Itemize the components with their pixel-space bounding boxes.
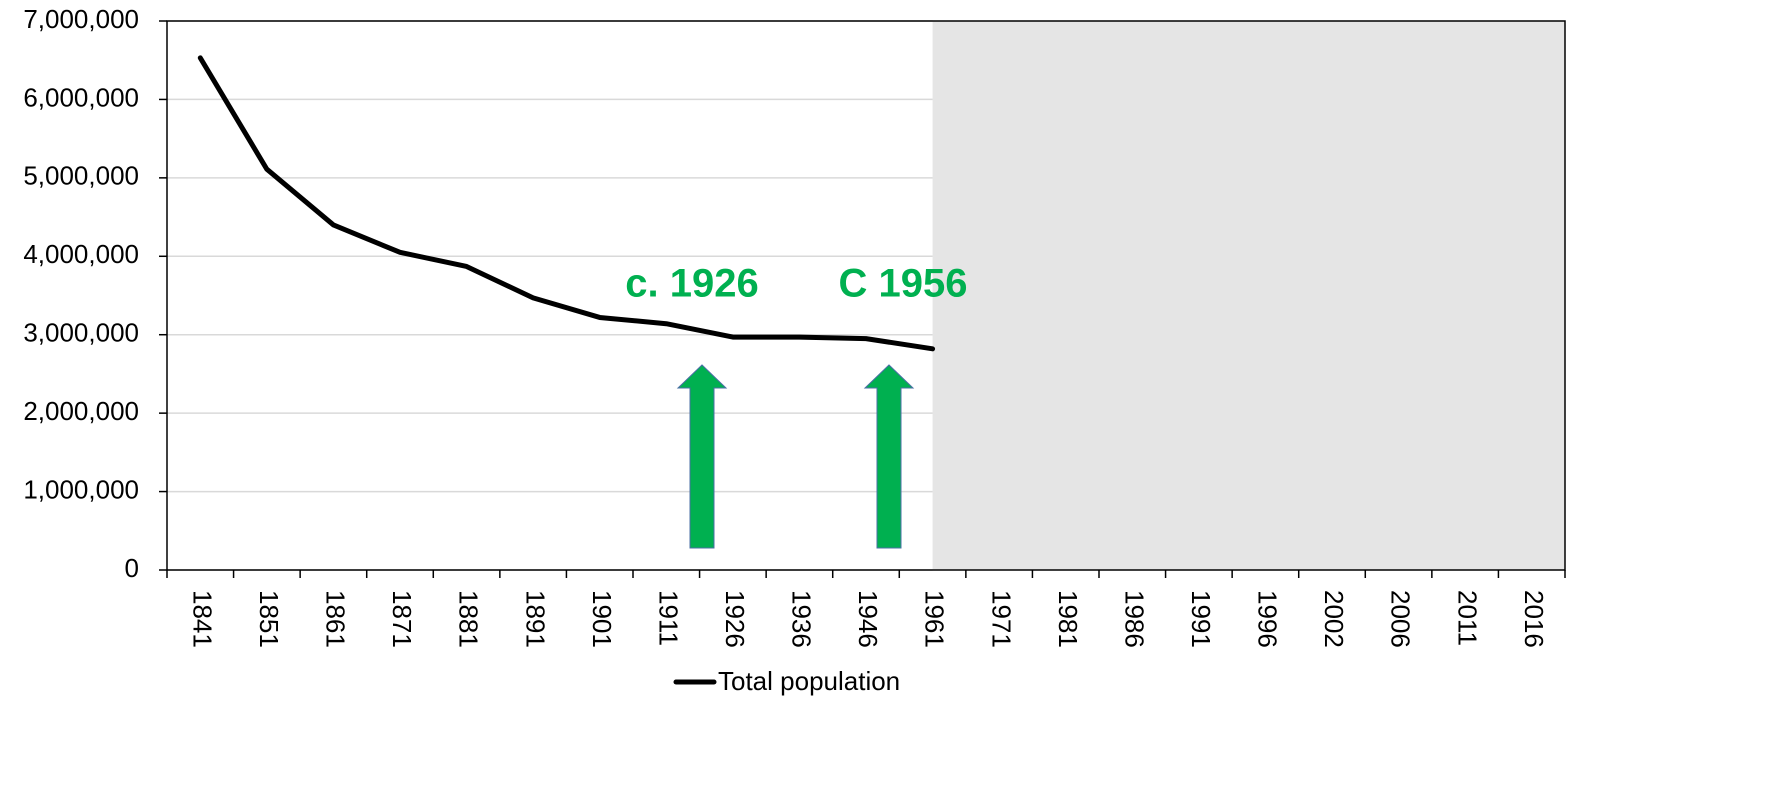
legend-label: Total population xyxy=(718,666,900,696)
x-tick-label: 1891 xyxy=(520,590,550,648)
shaded-region xyxy=(932,21,1565,570)
y-tick-label: 5,000,000 xyxy=(23,161,139,191)
x-tick-label: 1871 xyxy=(387,590,417,648)
x-tick-label: 1861 xyxy=(321,590,351,648)
arrow xyxy=(863,364,915,549)
x-tick-label: 1996 xyxy=(1253,590,1283,648)
x-tick-label: 1991 xyxy=(1186,590,1216,648)
x-tick-label: 1926 xyxy=(720,590,750,648)
y-tick-label: 6,000,000 xyxy=(23,82,139,112)
x-tick-label: 1936 xyxy=(787,590,817,648)
x-tick-label: 1971 xyxy=(986,590,1016,648)
x-tick-label: 1986 xyxy=(1119,590,1149,648)
x-tick-label: 1841 xyxy=(187,590,217,648)
x-tick-label: 2002 xyxy=(1319,590,1349,648)
x-tick-label: 1911 xyxy=(653,590,683,646)
x-tick-label: 1961 xyxy=(920,590,950,648)
plot-frame xyxy=(166,20,1566,571)
annotation: c. 1926 xyxy=(625,262,758,306)
y-tick-label: 0 xyxy=(125,553,139,583)
x-tick-label: 1901 xyxy=(587,590,617,648)
x-tick-label: 1981 xyxy=(1053,590,1083,648)
series-line xyxy=(197,55,936,352)
x-tick-label: 1946 xyxy=(853,590,883,648)
arrow xyxy=(676,364,728,549)
y-tick-label: 1,000,000 xyxy=(23,474,139,504)
x-tick-label: 2016 xyxy=(1519,590,1549,648)
annotation: C 1956 xyxy=(839,262,968,306)
x-tick-label: 1881 xyxy=(454,590,484,648)
y-tick-label: 7,000,000 xyxy=(23,4,139,34)
y-tick-label: 3,000,000 xyxy=(23,318,139,348)
y-tick-label: 4,000,000 xyxy=(23,239,139,269)
x-tick-label: 2006 xyxy=(1386,590,1416,648)
y-tick-label: 2,000,000 xyxy=(23,396,139,426)
x-tick-label: 1851 xyxy=(254,590,284,648)
x-tick-label: 2011 xyxy=(1452,590,1482,646)
